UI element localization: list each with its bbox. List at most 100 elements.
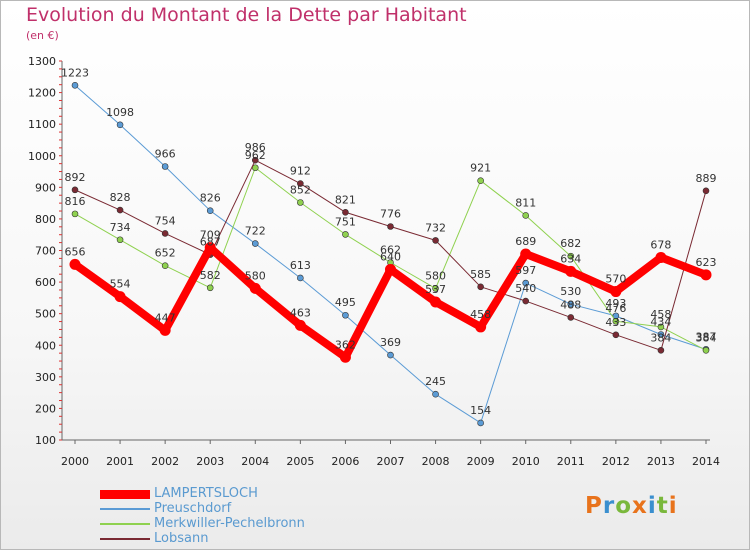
data-point-merkwiller-pechelbronn	[342, 231, 349, 238]
data-point-preuschdorf	[206, 207, 214, 215]
data-point-preuschdorf	[161, 163, 169, 170]
data-label: 384	[696, 331, 717, 344]
data-point-preuschdorf	[477, 419, 484, 427]
data-point-lampertsloch	[520, 248, 532, 260]
data-label: 585	[470, 268, 491, 281]
data-label: 732	[425, 221, 446, 234]
data-label: 554	[110, 278, 131, 291]
data-label: 623	[696, 256, 717, 269]
x-tick-label: 2004	[241, 455, 269, 468]
data-point-lobsann	[432, 237, 439, 244]
x-tick-label: 2007	[377, 455, 405, 468]
data-point-lobsann	[567, 314, 575, 321]
data-point-lobsann	[657, 347, 665, 354]
data-point-merkwiller-pechelbronn	[567, 252, 575, 260]
data-label: 582	[200, 269, 221, 282]
data-point-preuschdorf	[522, 279, 530, 287]
data-point-preuschdorf	[297, 274, 304, 282]
data-label: 682	[560, 237, 581, 250]
data-point-lobsann	[342, 208, 349, 216]
x-tick-label: 2006	[331, 455, 359, 468]
y-tick-label: 300	[35, 371, 56, 384]
data-label: 912	[290, 165, 311, 178]
y-tick-label: 100	[35, 434, 56, 447]
data-point-lampertsloch	[430, 296, 442, 308]
data-point-merkwiller-pechelbronn	[71, 210, 79, 218]
data-point-merkwiller-pechelbronn	[432, 285, 439, 292]
data-point-preuschdorf	[116, 121, 124, 129]
data-label: 966	[155, 147, 176, 160]
data-point-preuschdorf	[251, 240, 259, 247]
data-point-lampertsloch	[249, 282, 261, 294]
y-tick-label: 1000	[28, 150, 56, 163]
data-label: 493	[605, 297, 626, 310]
data-point-lampertsloch	[385, 263, 396, 275]
data-point-lobsann	[161, 230, 169, 237]
data-point-merkwiller-pechelbronn	[116, 236, 124, 244]
legend-label: LAMPERTSLOCH	[154, 486, 258, 501]
data-point-preuschdorf	[342, 311, 349, 319]
data-label: 476	[605, 302, 626, 315]
y-tick-label: 700	[35, 245, 56, 258]
y-tick-label: 500	[35, 308, 56, 321]
x-tick-label: 2011	[557, 455, 585, 468]
data-point-merkwiller-pechelbronn	[702, 347, 710, 354]
data-point-lampertsloch	[114, 291, 126, 303]
data-point-lampertsloch	[339, 351, 351, 363]
data-label: 447	[155, 311, 176, 324]
data-label: 580	[245, 269, 266, 282]
data-point-preuschdorf	[387, 351, 394, 359]
data-point-preuschdorf	[432, 390, 439, 398]
data-point-lobsann	[116, 206, 124, 214]
data-label: 776	[380, 207, 401, 220]
data-label: 530	[560, 285, 581, 298]
legend-swatch	[100, 538, 150, 540]
data-point-lobsann	[612, 331, 620, 339]
data-label: 751	[335, 215, 356, 228]
x-tick-label: 2014	[692, 455, 720, 468]
y-tick-label: 1300	[28, 55, 56, 68]
data-label: 634	[560, 252, 581, 265]
data-label: 826	[200, 192, 221, 205]
data-point-merkwiller-pechelbronn	[251, 164, 259, 172]
data-label: 1223	[61, 66, 89, 79]
data-label: 656	[65, 245, 86, 258]
y-tick-label: 900	[35, 181, 56, 194]
legend-swatch	[100, 489, 150, 499]
data-point-lobsann	[71, 186, 79, 194]
data-point-lobsann	[702, 187, 710, 195]
data-point-lampertsloch	[159, 324, 171, 336]
data-label: 387	[696, 330, 717, 343]
data-point-lobsann	[297, 180, 304, 187]
data-label: 652	[155, 247, 176, 260]
data-point-lampertsloch	[204, 242, 216, 254]
y-tick-label: 800	[35, 213, 56, 226]
data-label: 828	[110, 191, 131, 204]
data-label: 463	[290, 306, 311, 319]
x-tick-label: 2012	[602, 455, 630, 468]
data-label: 245	[425, 375, 446, 388]
data-label: 495	[335, 296, 356, 309]
data-point-lampertsloch	[655, 251, 667, 263]
x-tick-label: 2009	[467, 455, 495, 468]
data-label: 852	[290, 183, 311, 196]
legend-item: Merkwiller-Pechelbronn	[100, 516, 360, 531]
x-tick-label: 2002	[151, 455, 179, 468]
data-label: 540	[515, 282, 536, 295]
y-tick-label: 1200	[28, 87, 56, 100]
y-tick-label: 400	[35, 339, 56, 352]
chart-subtitle: (en €)	[26, 29, 59, 42]
data-point-lobsann	[477, 283, 484, 291]
y-tick-label: 600	[35, 276, 56, 289]
x-tick-label: 2013	[647, 455, 675, 468]
data-label: 384	[650, 331, 671, 344]
data-label: 613	[290, 259, 311, 272]
data-label: 709	[200, 229, 221, 242]
data-label: 369	[380, 336, 401, 349]
data-label: 962	[245, 149, 266, 162]
legend-label: Merkwiller-Pechelbronn	[154, 516, 305, 531]
x-tick-label: 2008	[422, 455, 450, 468]
data-point-merkwiller-pechelbronn	[612, 317, 620, 325]
data-label: 689	[515, 235, 536, 248]
